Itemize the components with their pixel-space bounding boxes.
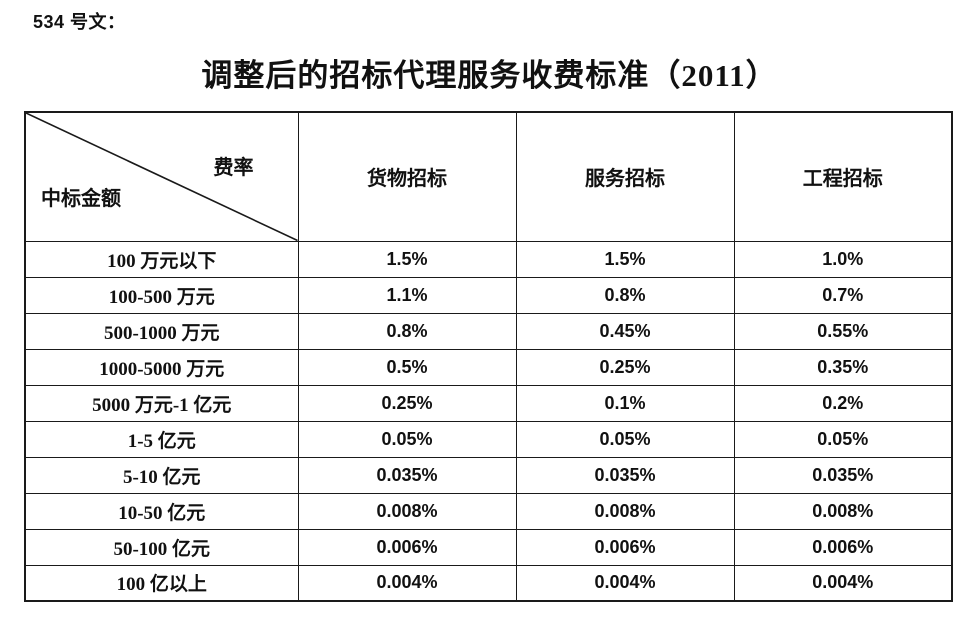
table-header-row: 费率 中标金额 货物招标 服务招标 工程招标 [24,111,953,242]
fee-value-cell: 1.5% [297,240,517,278]
fee-value-cell: 0.006% [733,528,953,566]
fee-value-cell: 0.008% [515,492,735,530]
fee-value-cell: 0.25% [515,348,735,386]
fee-value-cell: 0.5% [297,348,517,386]
table-row: 1-5 亿元 0.05% 0.05% 0.05% [24,420,953,458]
page-title: 调整后的招标代理服务收费标准（2011） [201,58,778,93]
row-label-cell: 100-500 万元 [24,276,299,314]
fee-value-cell: 0.006% [515,528,735,566]
row-label-cell: 10-50 亿元 [24,492,299,530]
fee-value-cell: 0.25% [297,384,517,422]
column-header-goods: 货物招标 [297,111,517,242]
table-row: 500-1000 万元 0.8% 0.45% 0.55% [24,312,953,350]
column-header-services: 服务招标 [515,111,735,242]
table-row: 1000-5000 万元 0.5% 0.25% 0.35% [24,348,953,386]
fee-value-cell: 0.8% [297,312,517,350]
fee-value-cell: 0.004% [297,564,517,602]
fee-value-cell: 0.035% [515,456,735,494]
diagonal-corner-cell: 费率 中标金额 [24,111,299,242]
doc-number-label: 534 号文： [33,12,126,32]
fee-value-cell: 1.5% [515,240,735,278]
column-header-works: 工程招标 [733,111,953,242]
fee-value-cell: 0.8% [515,276,735,314]
row-label-cell: 500-1000 万元 [24,312,299,350]
fee-value-cell: 0.35% [733,348,953,386]
fee-value-cell: 0.008% [733,492,953,530]
fee-value-cell: 0.45% [515,312,735,350]
fee-value-cell: 0.008% [297,492,517,530]
diagonal-line [26,113,298,241]
row-label-cell: 50-100 亿元 [24,528,299,566]
row-label-cell: 100 亿以上 [24,564,299,602]
table-row: 10-50 亿元 0.008% 0.008% 0.008% [24,492,953,530]
fee-value-cell: 0.55% [733,312,953,350]
fee-value-cell: 1.1% [297,276,517,314]
table-row: 5000 万元-1 亿元 0.25% 0.1% 0.2% [24,384,953,422]
fee-value-cell: 0.05% [733,420,953,458]
fee-value-cell: 0.006% [297,528,517,566]
fee-value-cell: 1.0% [733,240,953,278]
row-label-cell: 100 万元以下 [24,240,299,278]
row-label-cell: 1000-5000 万元 [24,348,299,386]
fee-value-cell: 0.7% [733,276,953,314]
fee-value-cell: 0.05% [515,420,735,458]
corner-rate-label: 费率 [213,157,254,179]
table-row: 50-100 亿元 0.006% 0.006% 0.006% [24,528,953,566]
row-label-cell: 5000 万元-1 亿元 [24,384,299,422]
fee-value-cell: 0.035% [297,456,517,494]
fee-value-cell: 0.2% [733,384,953,422]
table-row: 100-500 万元 1.1% 0.8% 0.7% [24,276,953,314]
fee-value-cell: 0.035% [733,456,953,494]
row-label-cell: 1-5 亿元 [24,420,299,458]
fee-standard-table: 费率 中标金额 货物招标 服务招标 工程招标 100 万元以下 1.5% 1.5… [24,111,953,602]
table-row: 100 万元以下 1.5% 1.5% 1.0% [24,240,953,278]
table-row: 5-10 亿元 0.035% 0.035% 0.035% [24,456,953,494]
table-row: 100 亿以上 0.004% 0.004% 0.004% [24,564,953,602]
fee-value-cell: 0.1% [515,384,735,422]
corner-amount-label: 中标金额 [41,187,121,210]
fee-value-cell: 0.05% [297,420,517,458]
fee-value-cell: 0.004% [515,564,735,602]
row-label-cell: 5-10 亿元 [24,456,299,494]
fee-value-cell: 0.004% [733,564,953,602]
